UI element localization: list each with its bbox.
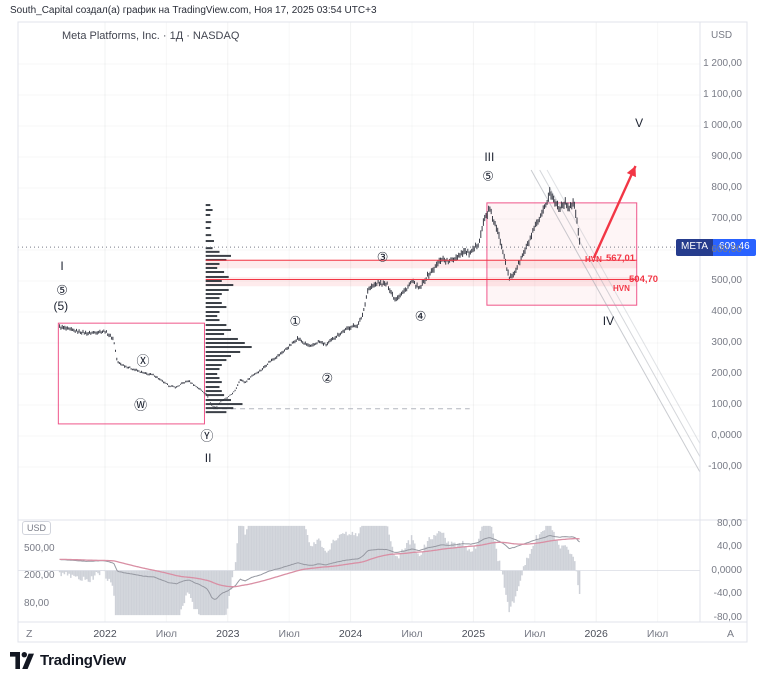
current-price-badge: META 609,46: [676, 239, 756, 256]
axis-settings-button[interactable]: A: [727, 628, 735, 640]
time-axis-label[interactable]: 2025: [461, 628, 486, 640]
price-axis-tick[interactable]: 400,00: [711, 306, 742, 317]
time-axis-label[interactable]: 2026: [584, 628, 608, 640]
price-axis-tick[interactable]: 1 000,00: [703, 120, 742, 131]
wave-label: ⑤: [482, 168, 494, 184]
price-axis-tick[interactable]: 1 100,00: [703, 89, 742, 100]
indicator-left-tick[interactable]: 200,00: [24, 570, 55, 582]
attribution-text: South_Capital создал(а) график на Tradin…: [10, 5, 377, 16]
wave-label: Ⓧ: [136, 353, 150, 369]
price-axis-tick[interactable]: 200,00: [711, 368, 742, 379]
timezone-button[interactable]: Z: [26, 628, 33, 640]
wave-label: ①: [289, 313, 302, 329]
tradingview-wordmark: TradingView: [40, 652, 126, 669]
wave-label: Ⓦ: [134, 397, 148, 413]
wave-label: IV: [602, 314, 615, 329]
price-axis-tick[interactable]: 1 200,00: [703, 58, 742, 69]
price-axis-tick[interactable]: 100,00: [711, 399, 742, 410]
price-axis-tick[interactable]: 0,0000: [711, 430, 742, 441]
wave-label: ④: [414, 308, 427, 324]
price-axis-tick[interactable]: 800,00: [711, 182, 742, 193]
price-badge-value: 609,46: [713, 239, 756, 256]
time-axis-label[interactable]: Июл: [155, 628, 178, 640]
price-axis-currency-label[interactable]: USD: [711, 30, 733, 41]
wave-label: III: [484, 150, 495, 165]
indicator-right-tick[interactable]: 80,00: [716, 517, 742, 529]
wave-label: Ⓨ: [200, 428, 214, 444]
wave-label: I: [60, 259, 64, 274]
hvn-label: HVN: [585, 255, 602, 265]
hvn-price-label: 504,70: [629, 273, 659, 285]
footer-brand[interactable]: TradingView: [10, 652, 126, 669]
indicator-right-tick[interactable]: -40,00: [713, 588, 742, 599]
price-axis-tick[interactable]: 700,00: [711, 213, 742, 224]
price-axis-tick[interactable]: 600,00: [711, 244, 742, 255]
price-badge-symbol: META: [676, 239, 714, 256]
hvn-label: HVN: [613, 283, 630, 293]
symbol-title[interactable]: Meta Platforms, Inc. · 1Д · NASDAQ: [62, 30, 240, 42]
wave-label: II: [204, 451, 212, 466]
wave-label: ②: [321, 370, 334, 386]
wave-label: ③: [376, 249, 389, 265]
wave-label: (5): [53, 299, 69, 314]
indicator-left-tick[interactable]: 80,00: [24, 598, 50, 609]
time-axis-label[interactable]: Июл: [278, 628, 300, 640]
indicator-left-tick[interactable]: 500,00: [24, 542, 55, 554]
time-axis-label[interactable]: Июл: [524, 628, 546, 640]
wave-label: ⑤: [56, 282, 68, 298]
indicator-right-tick[interactable]: -80,00: [713, 611, 742, 623]
time-axis-label[interactable]: 2024: [338, 628, 363, 640]
time-axis-label[interactable]: 2023: [216, 628, 240, 640]
price-axis-tick[interactable]: 500,00: [711, 275, 742, 286]
wave-label: V: [635, 116, 644, 131]
indicator-right-tick[interactable]: 40,00: [716, 541, 742, 552]
time-axis-label[interactable]: 2022: [93, 628, 117, 640]
hvn-price-label: 567,01: [606, 253, 636, 265]
indicator-currency-chip[interactable]: USD: [22, 521, 52, 535]
price-axis-tick[interactable]: -100,00: [708, 461, 742, 472]
time-axis-label[interactable]: Июл: [646, 628, 669, 640]
tradingview-logo-icon: [10, 652, 34, 669]
time-axis-label[interactable]: Июл: [401, 628, 423, 640]
price-axis-tick[interactable]: 900,00: [711, 151, 742, 162]
indicator-right-tick[interactable]: 0,0000: [711, 564, 742, 576]
price-axis-tick[interactable]: 300,00: [711, 337, 742, 348]
